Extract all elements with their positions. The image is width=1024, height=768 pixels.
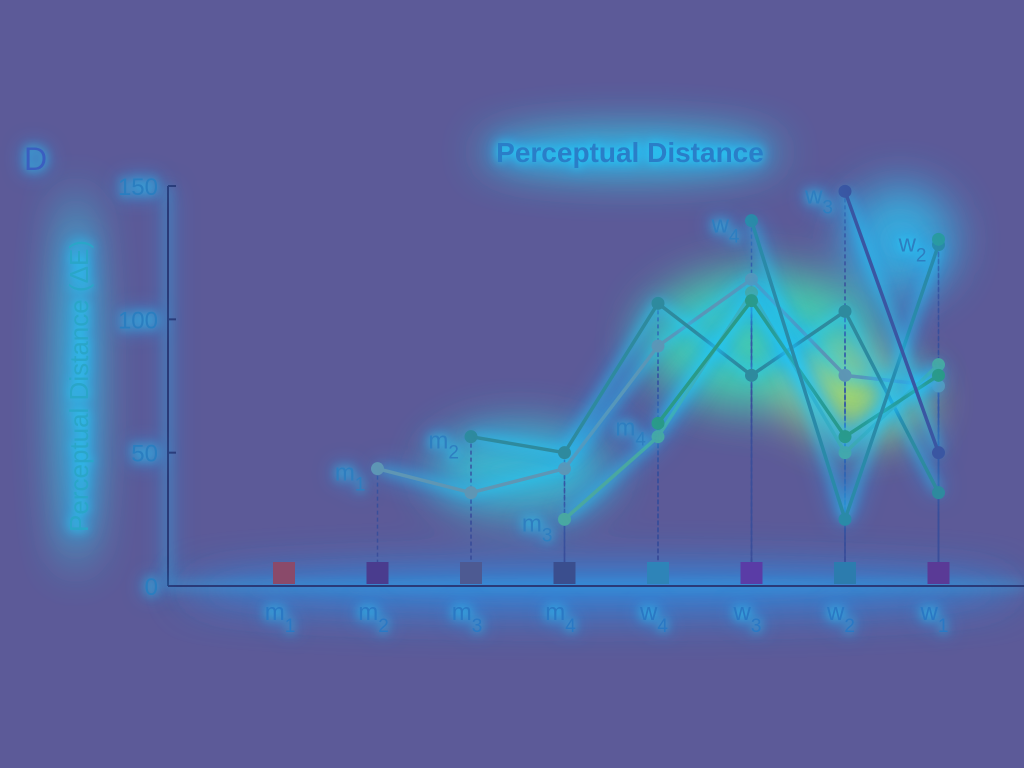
data-point [745,294,758,308]
data-point [838,446,852,460]
x-category-marker [834,562,856,584]
data-point [838,184,852,198]
data-point [838,430,852,444]
data-point [932,486,945,500]
y-tick-label: 0 [145,574,158,601]
x-category-marker [460,562,482,584]
data-point [651,416,665,430]
series-label: w4 [711,212,740,248]
data-point [651,430,665,444]
x-tick-label: m4 [545,599,576,637]
x-tick-label: w2 [826,599,855,637]
x-tick-label: w3 [733,599,762,637]
y-tick-label: 50 [131,441,158,468]
heat-blob-ylabel [58,190,94,570]
series-label: m3 [522,510,553,546]
data-point [558,512,571,526]
x-category-marker [927,562,950,584]
x-category-marker [273,562,295,584]
panel-letter: D [24,141,47,177]
data-point [932,232,945,246]
data-point [464,430,478,444]
data-point [745,272,758,286]
y-tick-label: 150 [118,174,158,201]
y-tick-label: 100 [118,307,158,334]
data-point [932,368,945,382]
x-category-marker [366,562,389,584]
series-line [843,190,941,454]
data-point [651,296,665,310]
x-tick-label: m3 [452,599,483,637]
x-markers [273,562,950,584]
series-label: w3 [804,182,833,218]
x-ticks: m1 m2 m3 m4 w4 w3 w2 w1 [265,599,949,637]
chart-title: Perceptual Distance [496,137,764,168]
x-tick-label: w4 [639,599,668,637]
data-point [838,368,852,382]
data-point [932,446,945,460]
data-point [838,304,852,318]
data-point [932,358,945,372]
data-point [838,512,852,526]
x-tick-label: w1 [920,599,949,637]
series-label: m1 [335,460,366,496]
series-label: w2 [898,230,927,266]
heat-blob-axis [180,568,1020,612]
x-category-marker [647,562,669,584]
data-point [464,486,478,500]
series-lines: m1 m2 m3 m4 w4 w3 w2 [335,182,945,546]
x-category-marker [553,562,576,584]
x-category-marker [740,562,763,584]
data-point [558,446,571,460]
series-line [470,301,941,494]
y-axis-label: Perceptual Distance (ΔE) [64,240,94,532]
x-tick-label: m1 [265,599,296,637]
y-ticks: 0 50 100 150 [118,174,176,601]
data-point [745,368,758,382]
series-label: m2 [428,428,459,464]
data-point [371,462,384,476]
data-point [745,214,758,228]
heat-blob-title [480,130,780,174]
data-point [932,379,945,393]
series-label: m4 [615,414,646,450]
data-point [651,339,665,353]
x-tick-label: m2 [358,599,389,637]
data-point [558,462,571,476]
